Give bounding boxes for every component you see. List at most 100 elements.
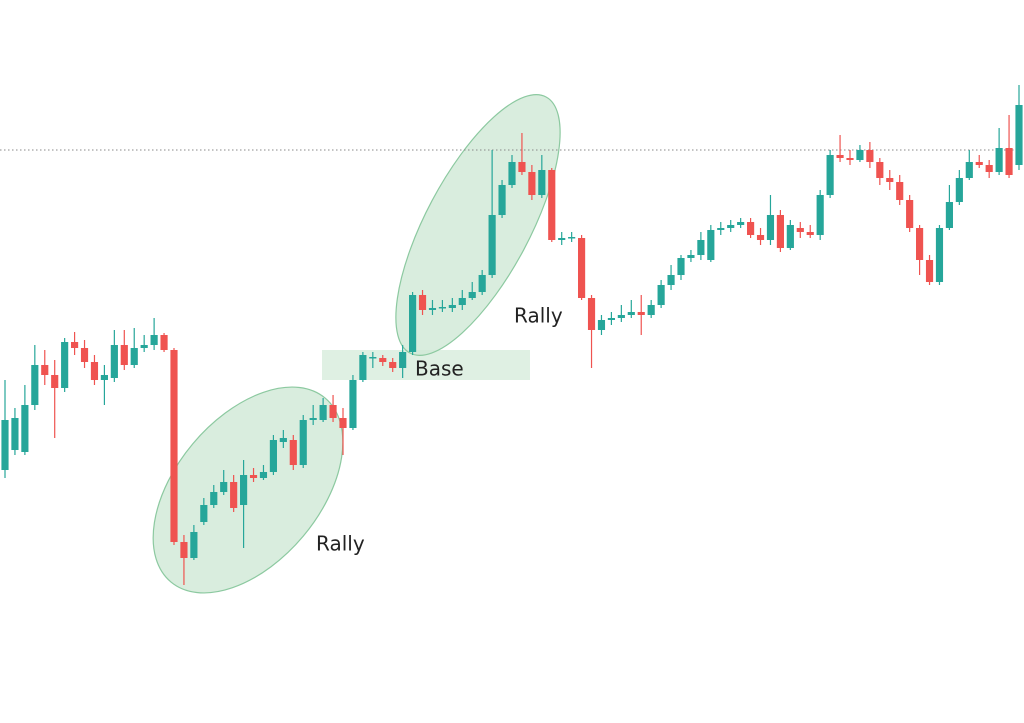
candle-body bbox=[657, 285, 665, 305]
candle-body bbox=[249, 475, 258, 478]
candle-body bbox=[955, 178, 963, 202]
candle-body bbox=[806, 232, 814, 235]
candle-body bbox=[1015, 105, 1023, 165]
candle-body bbox=[866, 150, 874, 162]
candle-body bbox=[886, 178, 894, 182]
candle-body bbox=[528, 172, 536, 195]
candle-body bbox=[438, 307, 446, 309]
candle-body bbox=[230, 482, 238, 508]
candle-body bbox=[418, 295, 427, 310]
candle-body bbox=[896, 182, 904, 200]
candle-body bbox=[389, 362, 397, 368]
candle-body bbox=[508, 162, 516, 185]
candle-body bbox=[727, 225, 735, 228]
candle-body bbox=[339, 418, 347, 428]
candle-body bbox=[737, 222, 745, 225]
candle-body bbox=[120, 345, 128, 365]
candle-body bbox=[130, 348, 138, 365]
rally-zone bbox=[395, 94, 561, 356]
candle-body bbox=[776, 215, 784, 248]
candle-body bbox=[170, 350, 178, 542]
candle-body bbox=[409, 295, 417, 352]
annotation-label: Rally bbox=[514, 304, 563, 328]
candle-body bbox=[329, 405, 337, 418]
candle-body bbox=[428, 308, 437, 310]
candle-body bbox=[1, 420, 9, 470]
candle-body bbox=[717, 228, 725, 230]
candle-body bbox=[160, 335, 168, 350]
candle-body bbox=[140, 345, 148, 348]
candle-body bbox=[836, 155, 844, 158]
candle-body bbox=[637, 312, 645, 315]
candle-body bbox=[51, 375, 59, 388]
candle-body bbox=[846, 158, 854, 160]
annotation-label: Base bbox=[415, 357, 464, 381]
candle-body bbox=[299, 420, 307, 465]
candle-body bbox=[548, 170, 556, 240]
candle-body bbox=[399, 352, 407, 368]
candle-body bbox=[597, 320, 606, 330]
candle-body bbox=[687, 255, 695, 258]
candle-body bbox=[110, 345, 118, 378]
candle-body bbox=[607, 318, 615, 320]
candle-body bbox=[349, 380, 357, 428]
candle-body bbox=[41, 365, 49, 375]
candle-body bbox=[61, 342, 69, 388]
candle-body bbox=[269, 440, 277, 472]
candle-body bbox=[965, 162, 973, 178]
candle-body bbox=[826, 155, 834, 195]
candle-body bbox=[518, 162, 526, 172]
candle-body bbox=[1005, 148, 1013, 175]
candle-body bbox=[359, 355, 367, 380]
candle-body bbox=[319, 405, 327, 420]
candle-body bbox=[478, 275, 486, 292]
candle-body bbox=[906, 200, 914, 228]
candle-body bbox=[448, 305, 456, 308]
candle-body bbox=[100, 375, 108, 380]
annotation-label: Rally bbox=[316, 532, 365, 556]
candle-body bbox=[458, 298, 466, 305]
candle-body bbox=[578, 238, 586, 298]
candle-body bbox=[975, 162, 983, 165]
candle-body bbox=[568, 237, 576, 239]
candle-body bbox=[647, 305, 655, 315]
candle-body bbox=[677, 258, 685, 275]
candle-body bbox=[697, 240, 705, 255]
candle-body bbox=[707, 230, 715, 260]
candle-body bbox=[766, 215, 775, 240]
candle-body bbox=[31, 365, 39, 405]
candle-body bbox=[796, 228, 804, 232]
candle-body bbox=[309, 418, 317, 420]
candle-body bbox=[538, 170, 546, 195]
candle-body bbox=[279, 438, 287, 442]
candles bbox=[1, 85, 1023, 585]
candle-body bbox=[617, 315, 625, 318]
candle-body bbox=[935, 228, 944, 282]
candle-body bbox=[498, 185, 506, 215]
candle-body bbox=[190, 532, 198, 558]
candle-body bbox=[80, 348, 89, 362]
candle-body bbox=[945, 202, 953, 228]
candle-body bbox=[995, 148, 1003, 172]
candle-body bbox=[587, 298, 596, 330]
candle-body bbox=[220, 482, 228, 492]
candle-body bbox=[71, 342, 79, 348]
candle-body bbox=[747, 222, 755, 235]
candle-body bbox=[667, 275, 675, 285]
candle-body bbox=[985, 165, 993, 172]
candle-body bbox=[379, 358, 387, 362]
candle-body bbox=[916, 228, 924, 260]
candle-body bbox=[90, 362, 99, 380]
annotation-shapes bbox=[152, 94, 561, 594]
candle-body bbox=[200, 505, 208, 522]
candle-body bbox=[488, 215, 496, 275]
rally-zone bbox=[152, 386, 344, 594]
candle-body bbox=[756, 235, 765, 240]
candle-body bbox=[259, 472, 268, 478]
candle-body bbox=[856, 150, 864, 160]
candle-body bbox=[210, 492, 218, 505]
candle-body bbox=[558, 238, 566, 240]
candle-body bbox=[21, 405, 29, 452]
candle-body bbox=[627, 312, 635, 315]
